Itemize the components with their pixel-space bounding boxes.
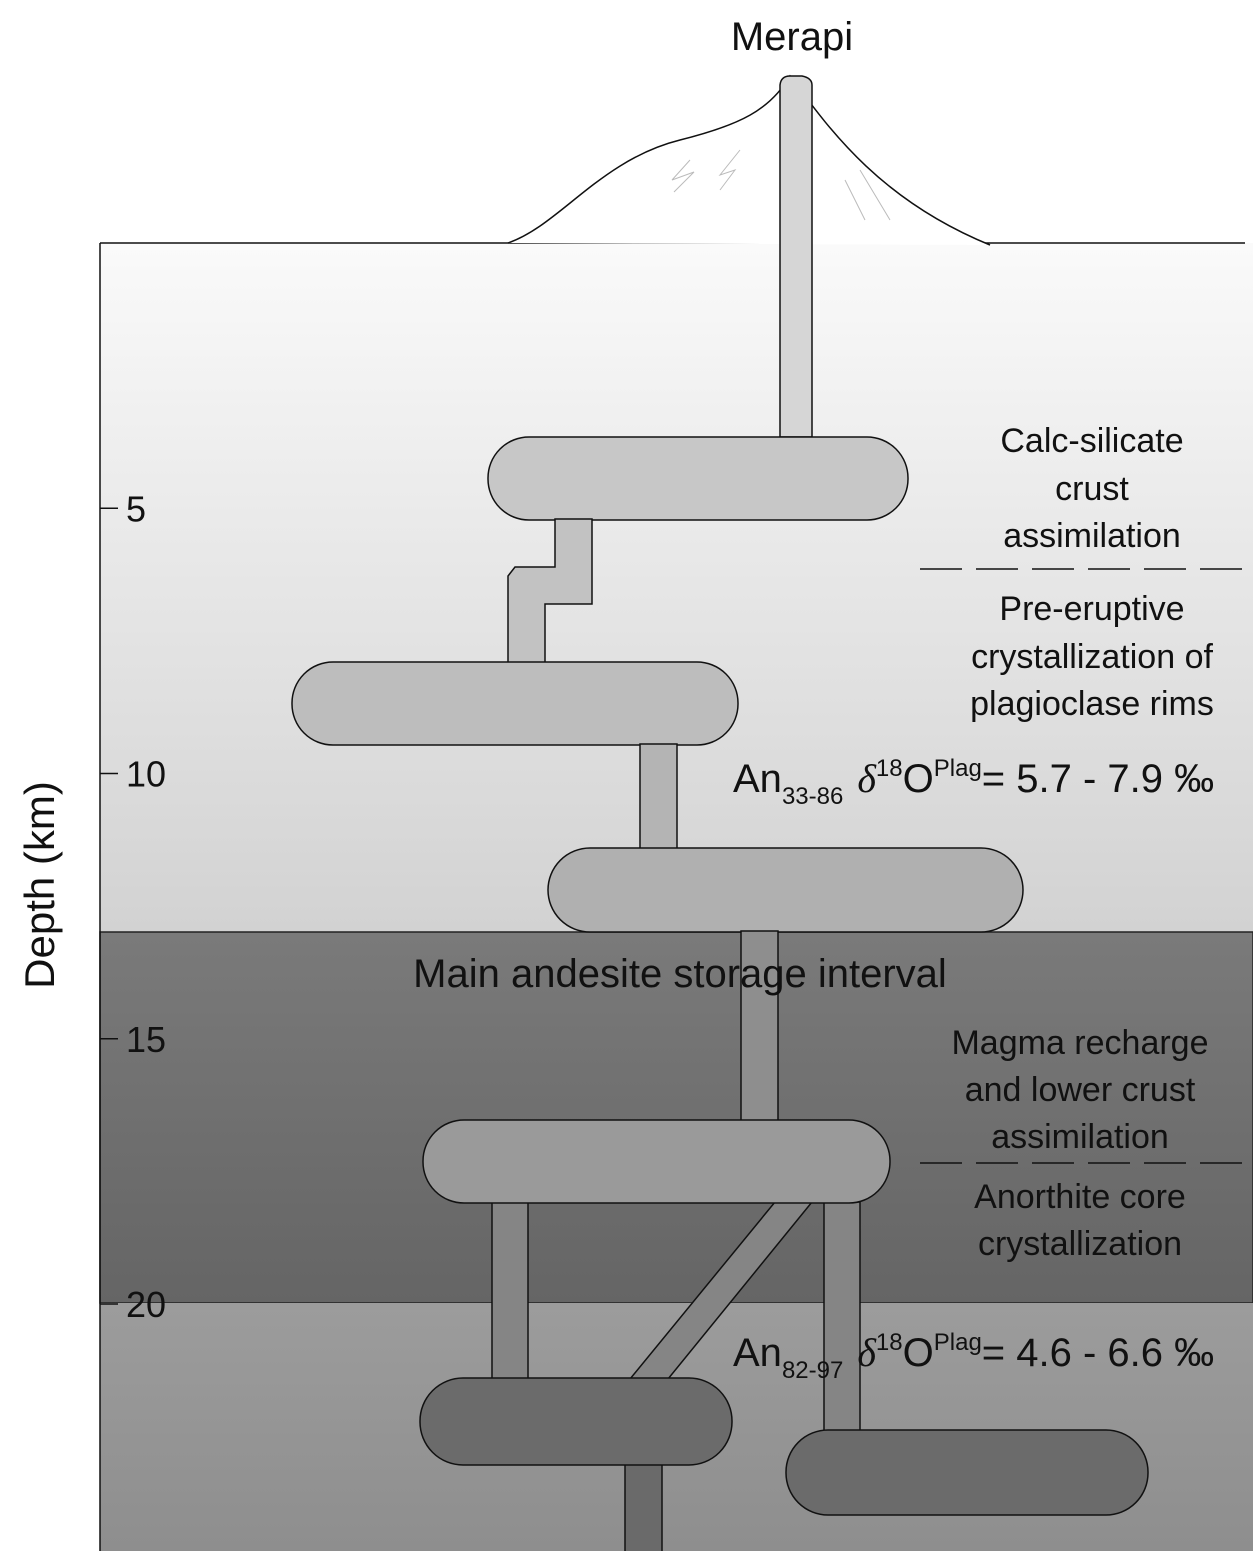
storage-label: Main andesite storage interval	[413, 952, 947, 996]
composition-label: An33-86 δ18OPlag= 5.7 - 7.9 ‰	[733, 755, 1214, 810]
process-label: Magma recharge and lower crust assimilatio…	[951, 1024, 1208, 1156]
tick-label: 15	[126, 1019, 166, 1060]
tick-label: 10	[126, 754, 166, 795]
depth-ticks: 5 10 15 20	[100, 488, 166, 1325]
process-label: Pre-eruptive crystallization of plagioclas…	[970, 590, 1214, 723]
magma-plumbing	[291, 436, 1149, 1551]
title: Merapi	[731, 15, 853, 59]
process-label: Calc-silicate crust assimilation	[1000, 422, 1183, 555]
composition-label: An82-97 δ18OPlag= 4.6 - 6.6 ‰	[733, 1329, 1214, 1384]
tick-label: 5	[126, 488, 146, 529]
process-label: Anorthite core crystallization	[974, 1178, 1186, 1263]
tick-label: 20	[126, 1284, 166, 1325]
volcano	[507, 74, 991, 438]
axis-label: Depth (km)	[16, 781, 63, 989]
